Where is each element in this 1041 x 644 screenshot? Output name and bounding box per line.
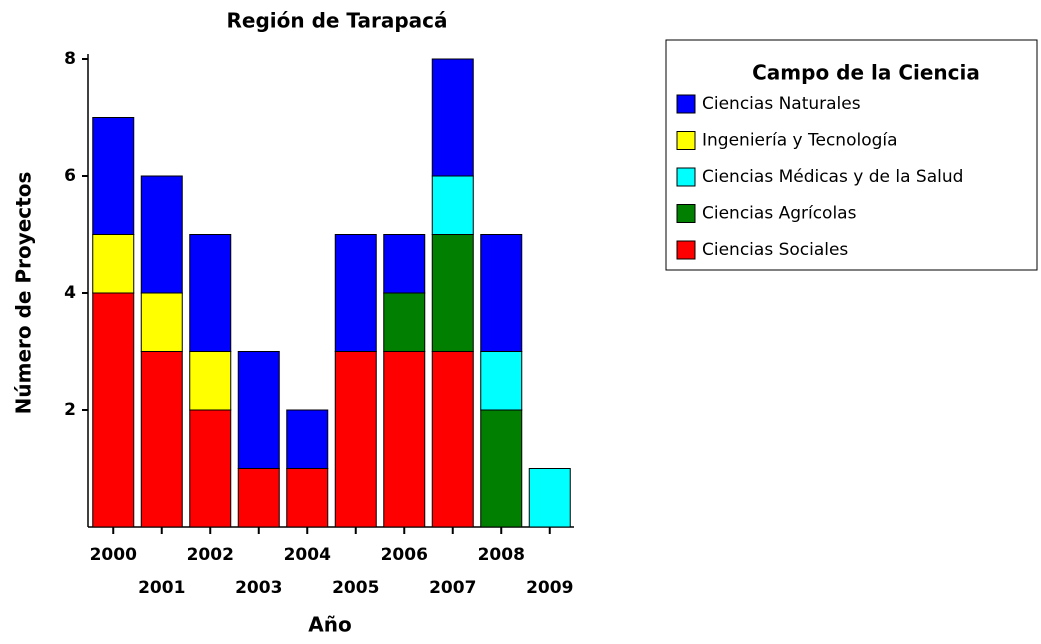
x-tick-label: 2004 [284,545,331,565]
bar-segment [334,351,377,528]
legend-label: Ciencias Médicas y de la Salud [702,167,963,187]
x-tick-label: 2001 [138,578,185,598]
bar-segment [189,351,232,411]
bar-segment [92,234,135,294]
y-axis-label: Número de Proyectos [12,172,36,415]
bar-segment [140,175,183,294]
x-tick-label: 2005 [332,578,379,598]
bar-segment [286,409,329,469]
bar-segment [140,351,183,528]
legend-swatch [676,240,696,260]
legend-label: Ciencias Sociales [702,240,848,260]
legend-swatch [676,94,696,114]
bar-segment [237,468,280,528]
legend-title: Campo de la Ciencia [752,61,980,85]
y-tick-label: 2 [64,400,76,420]
legend-label: Ingeniería y Tecnología [702,131,898,151]
bar-segment [383,351,426,528]
x-tick-label: 2007 [429,578,476,598]
bar-segment [189,409,232,528]
y-tick-label: 6 [64,166,76,186]
bar-segment [140,292,183,352]
bar-segment [383,292,426,352]
bar-segment [431,234,474,352]
legend-box [665,39,1038,271]
x-tick-label: 2009 [526,578,573,598]
x-axis-label: Año [308,613,351,637]
legend-swatch [676,131,696,150]
bar-segment [92,117,135,235]
bar-segment [286,468,329,528]
y-tick-label: 8 [64,49,76,69]
bar-segment [480,409,523,528]
x-tick-label: 2003 [235,578,282,598]
legend-swatch [676,167,696,187]
legend-label: Ciencias Agrícolas [702,204,857,224]
bar-segment [334,234,377,352]
bar-segment [383,234,426,294]
bar-segment [237,351,280,469]
x-tick-label: 2008 [478,545,525,565]
bar-segment [189,234,232,352]
bar-segment [431,58,474,177]
bar-segment [480,351,523,411]
legend-swatch [676,204,696,223]
bar-segment [92,292,135,528]
legend-label: Ciencias Naturales [702,94,861,114]
chart-title: Región de Tarapacá [226,9,447,33]
bar-segment [431,351,474,528]
bar-segment [528,468,571,528]
x-tick-label: 2000 [90,545,137,565]
x-tick-label: 2006 [381,545,428,565]
y-tick-label: 4 [64,283,76,303]
x-tick-label: 2002 [187,545,234,565]
bar-segment [480,234,523,352]
bar-segment [431,175,474,235]
